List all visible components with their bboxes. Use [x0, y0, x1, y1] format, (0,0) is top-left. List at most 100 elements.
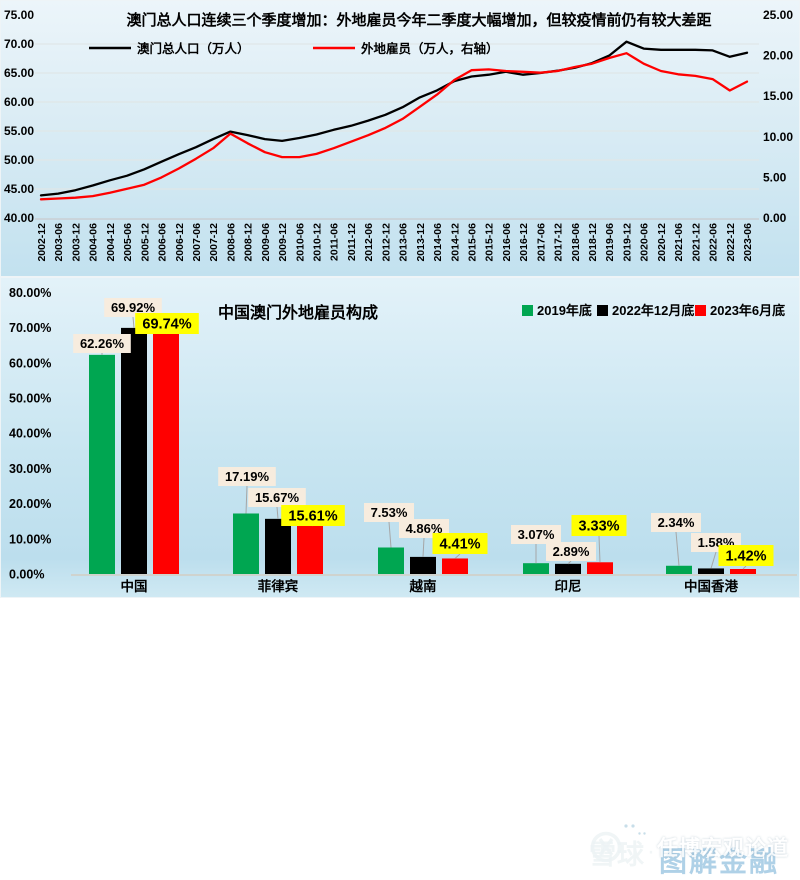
bar-chart-title: 中国澳门外地雇员构成	[218, 303, 378, 322]
x-axis-tick: 2021-06	[673, 223, 685, 262]
x-axis-tick: 2013-06	[398, 223, 410, 262]
bar-2019年底-菲律宾	[233, 513, 259, 574]
left-axis-tick: 75.00	[4, 8, 34, 22]
x-axis-tick: 2019-06	[604, 223, 616, 262]
callout-leader	[567, 560, 572, 565]
x-axis-tick: 2011-12	[346, 223, 358, 261]
x-axis-tick: 2008-06	[225, 223, 237, 262]
callout-leader	[276, 506, 279, 519]
x-axis-tick: 2004-12	[105, 223, 117, 262]
x-axis-tick: 2002-12	[36, 223, 48, 262]
x-axis-tick: 2020-06	[639, 223, 651, 262]
data-label-box	[651, 513, 701, 532]
bar-2019年底-越南	[378, 547, 404, 574]
data-label: 15.67%	[255, 490, 300, 505]
data-label: 15.61%	[288, 509, 337, 525]
wechat-icon	[618, 818, 650, 842]
line-series-1	[39, 52, 749, 201]
bar-axis-labels-group: 80.00% 70.00% 60.00% 50.00% 40.00% 30.00% 20.0…	[9, 286, 797, 594]
callout-leader	[422, 537, 425, 557]
bar-2022年12月底-中国香港	[698, 568, 724, 574]
x-axis-tick: 2014-12	[449, 223, 461, 262]
x-axis-tick: 2007-12	[208, 223, 220, 262]
data-label: 69.92%	[111, 300, 156, 315]
y-axis-tick: 60.00%	[9, 356, 51, 370]
callout-leader	[132, 316, 135, 328]
right-axis-tick: 10.00	[763, 130, 793, 144]
category-label: 中国香港	[684, 578, 738, 594]
legend-swatch-2023	[695, 305, 706, 316]
y-axis-tick: 10.00%	[9, 532, 51, 546]
y-axis-tick: 20.00%	[9, 497, 51, 511]
x-axis-tick: 2015-06	[466, 223, 478, 262]
data-label-box	[218, 467, 276, 486]
left-axis-tick: 40.00	[4, 211, 34, 225]
y-axis-tick: 50.00%	[9, 392, 51, 406]
x-axis-tick: 2022-06	[708, 223, 720, 262]
data-label: 7.53%	[371, 505, 408, 520]
callout-leader	[675, 531, 680, 566]
right-axis-tick: 20.00	[763, 49, 793, 63]
population-line-chart-panel: 75.00 70.00 65.00 60.00 55.00 50.00 45.00 40.00…	[0, 0, 800, 277]
watermark-brand-stack: 图解金融 任博宏观论道	[657, 830, 789, 877]
callout-leader	[598, 535, 601, 563]
x-axis-tick: 2012-06	[363, 223, 375, 262]
x-axis-tick: 2016-12	[518, 223, 530, 262]
bar-2023年6月底-中国香港	[730, 569, 756, 574]
x-axis-tick: 2005-06	[122, 223, 134, 262]
data-label-box	[546, 542, 596, 561]
category-label: 越南	[409, 578, 437, 594]
data-label-box	[432, 533, 488, 554]
line-chart-canvas: 75.00 70.00 65.00 60.00 55.00 50.00 45.00 40.00…	[4, 8, 793, 262]
y-axis-tick: 30.00%	[9, 462, 51, 476]
bar-2023年6月底-中国	[153, 328, 179, 574]
x-axis-tick: 2018-12	[587, 223, 599, 262]
data-label: 4.41%	[439, 537, 480, 553]
data-label-box	[281, 505, 345, 526]
xueqiu-logo-icon	[590, 831, 622, 863]
x-axis-tick: 2009-12	[277, 223, 289, 262]
watermark: 雪球 · 图解金融 任博宏观论道	[589, 816, 800, 877]
left-axis-tick: 70.00	[4, 37, 34, 51]
x-axis-tick: 2009-06	[260, 223, 272, 262]
bar-chart-canvas: 80.00% 70.00% 60.00% 50.00% 40.00% 30.00% 20.0…	[9, 286, 797, 594]
bar-2022年12月底-印尼	[555, 563, 581, 574]
y-axis-tick: 80.00%	[9, 286, 51, 300]
legend-swatch-2022	[597, 305, 608, 316]
x-axis-tick: 2013-12	[415, 223, 427, 262]
data-label: 17.19%	[225, 469, 270, 484]
x-axis-tick: 2010-12	[312, 223, 324, 262]
data-label: 2.89%	[553, 544, 590, 559]
x-axis-tick: 2005-12	[139, 223, 151, 262]
data-label-box	[571, 515, 627, 536]
x-axis-tick: 2004-06	[88, 223, 100, 262]
x-axis-tick: 2015-12	[484, 223, 496, 262]
bar-2023年6月底-越南	[442, 558, 468, 574]
x-axis-tick: 2011-06	[329, 223, 341, 261]
x-axis-tick: 2003-12	[70, 223, 82, 262]
bar-2019年底-中国香港	[666, 565, 692, 574]
left-axis-tick: 50.00	[4, 153, 34, 167]
data-label-box	[718, 545, 774, 566]
left-axis-tick: 45.00	[4, 182, 34, 196]
x-axis-tick: 2017-06	[535, 223, 547, 262]
legend-label-2023: 2023年6月底	[710, 303, 785, 318]
category-label: 中国	[121, 578, 148, 594]
x-axis-tick: 2017-12	[553, 223, 565, 262]
x-axis-tick: 2020-12	[656, 223, 668, 262]
bar-series-group	[89, 327, 756, 574]
y-axis-tick: 70.00%	[9, 321, 51, 335]
x-axis-tick: 2022-12	[725, 223, 737, 262]
callout-leader	[245, 485, 248, 514]
x-axis-tick: 2006-06	[157, 223, 169, 262]
callout-leader	[710, 551, 717, 569]
x-axis-tick: 2023-06	[742, 223, 754, 262]
data-label: 3.07%	[518, 527, 555, 542]
data-label-box	[73, 334, 131, 353]
legend-label-workers: 外地雇员（万人，右轴）	[360, 41, 499, 56]
x-axis-tick: 2019-12	[621, 223, 633, 262]
data-label-box	[248, 488, 306, 507]
workers-composition-bar-chart-panel: 80.00% 70.00% 60.00% 50.00% 40.00% 30.00% 20.0…	[0, 277, 800, 877]
data-label-box	[135, 313, 199, 334]
watermark-text-white: 任博宏观论道	[657, 837, 789, 860]
